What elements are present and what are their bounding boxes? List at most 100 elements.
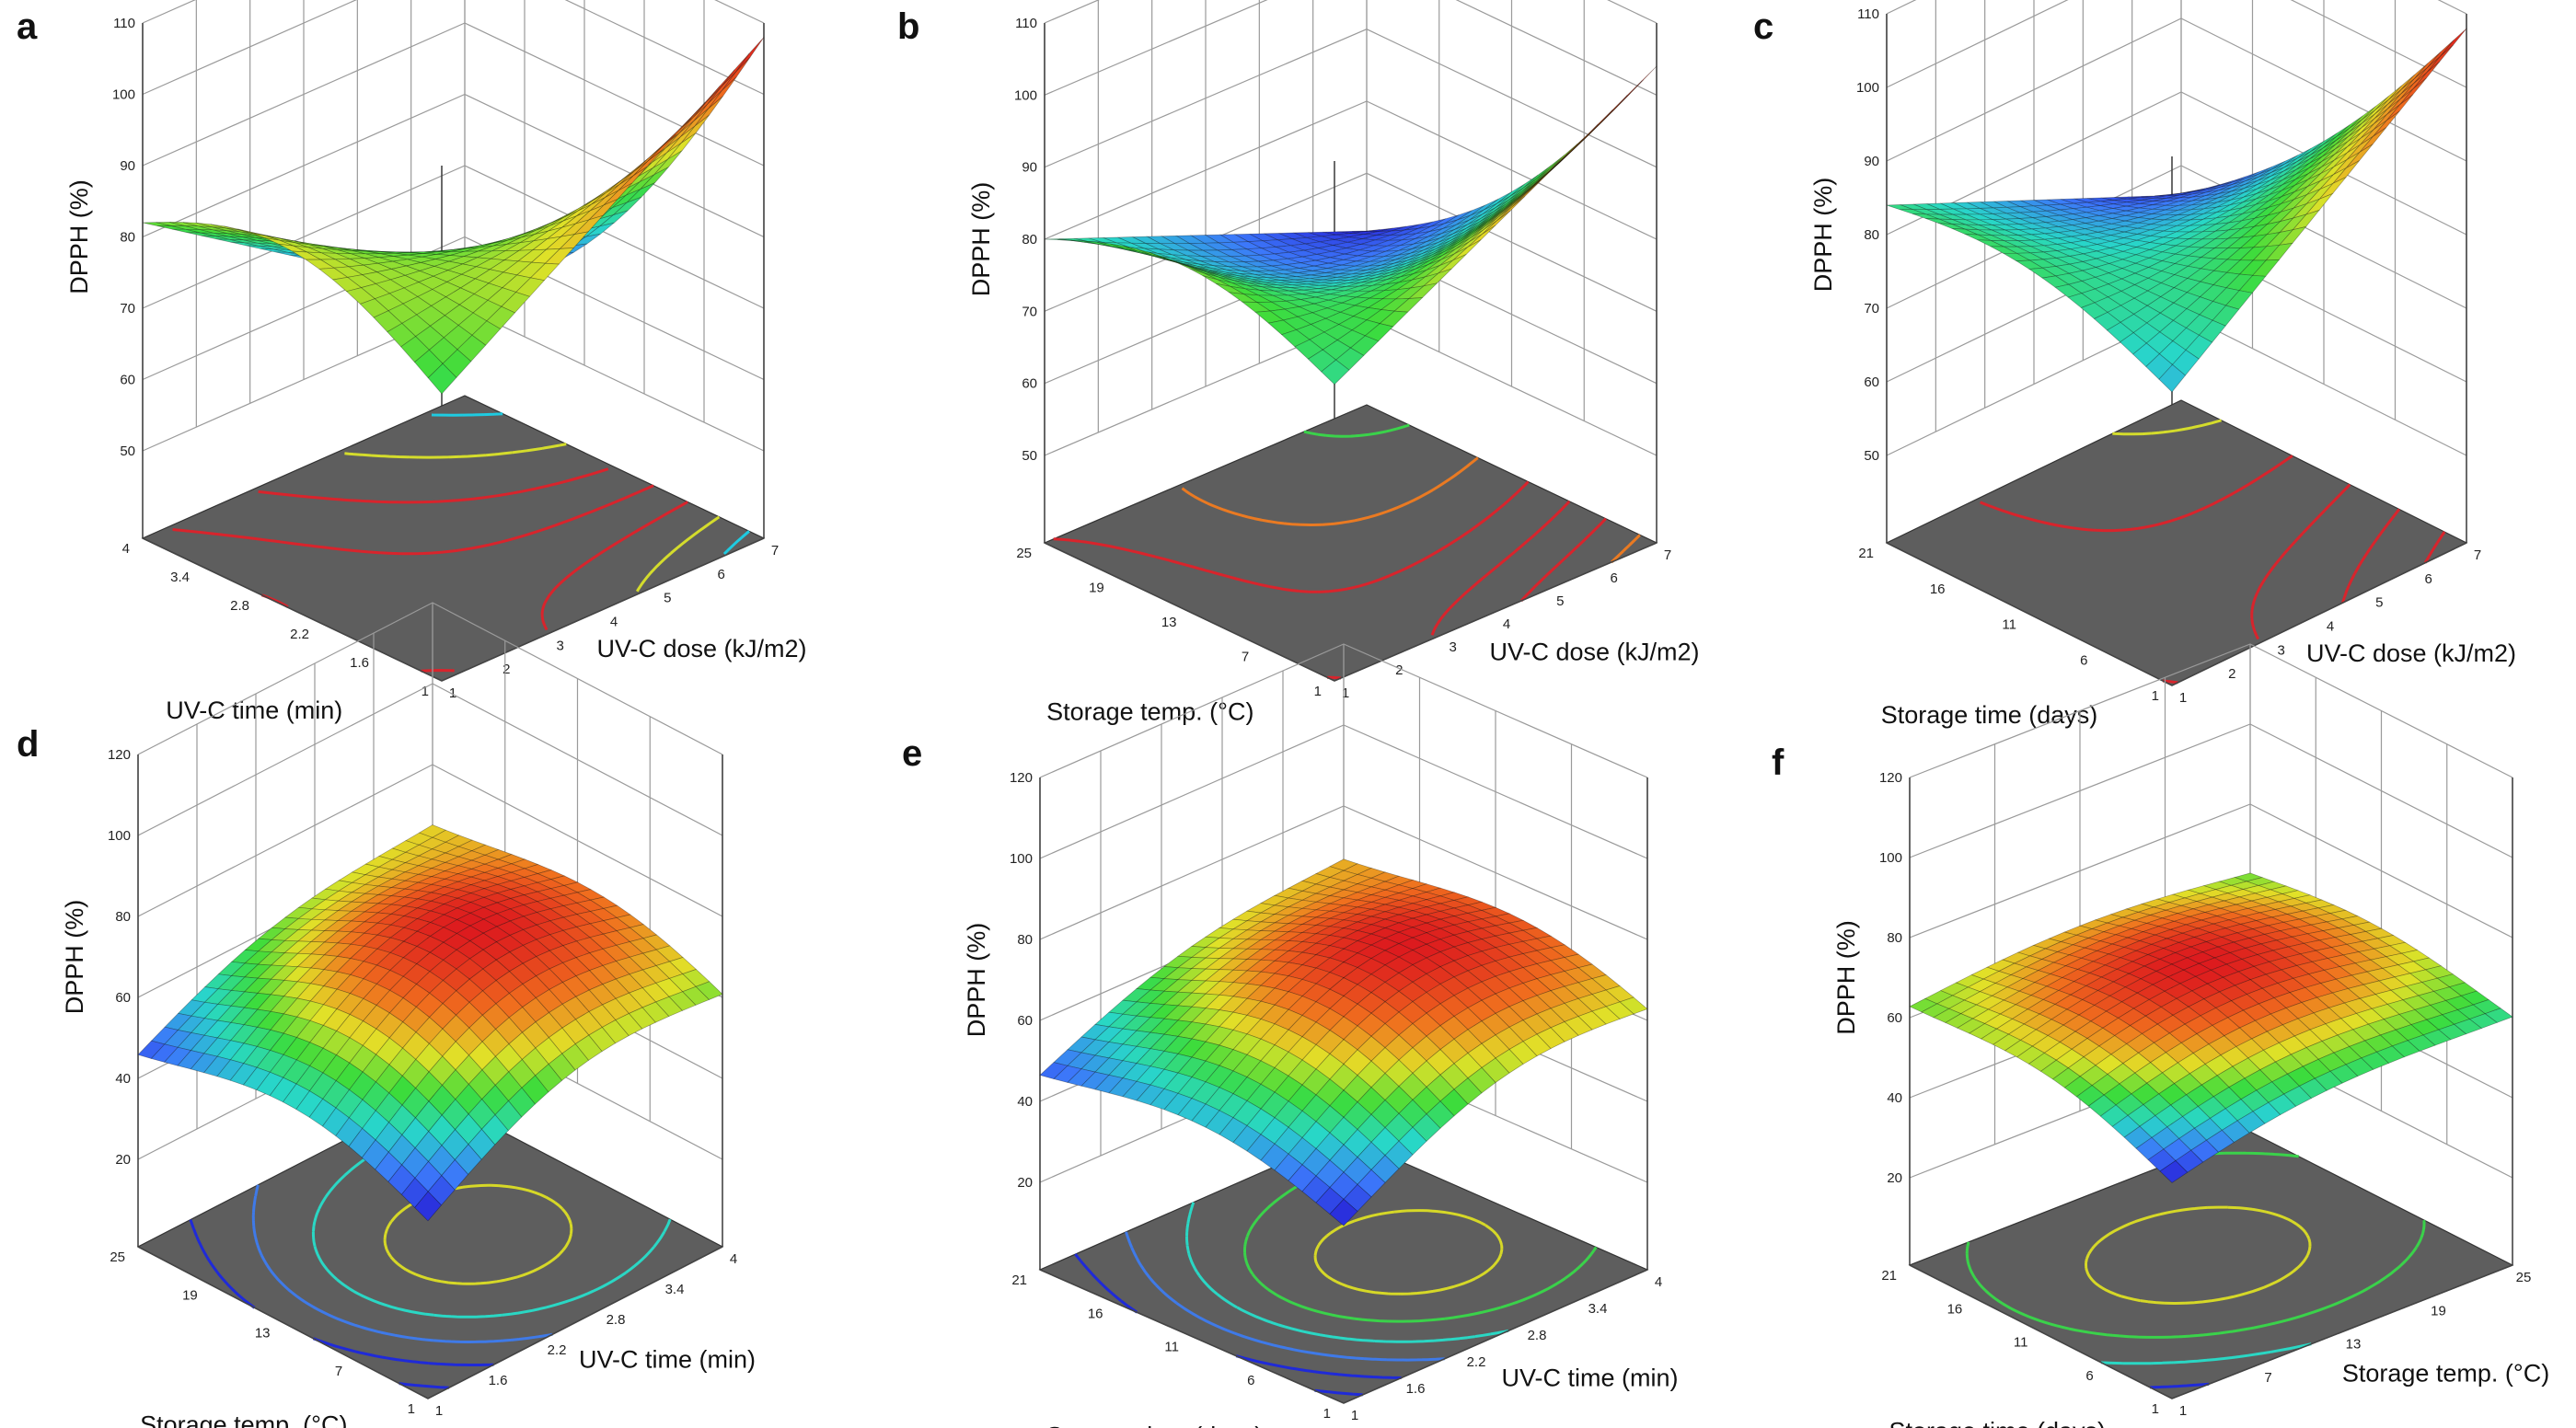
surface-cell [666, 125, 696, 154]
surface-cell [2145, 331, 2174, 355]
surface-cell [544, 248, 575, 265]
x-tick-label: 6 [2424, 571, 2432, 587]
surface-cell [1267, 319, 1298, 336]
z-tick-label: 80 [1022, 232, 1037, 248]
surface-cell [142, 222, 171, 226]
surface-cell [409, 251, 438, 254]
surface-cell [2215, 213, 2243, 225]
y-tick-label: 16 [1947, 1301, 1963, 1317]
surface-cell [1358, 245, 1388, 252]
y-axis-label: Storage time (days) [1046, 1422, 1264, 1428]
z-tick-label: 80 [120, 230, 135, 246]
surface-cell [641, 965, 670, 984]
z-tick-label: 100 [1856, 80, 1879, 96]
surface-cell [471, 320, 502, 346]
z-tick-label: 60 [120, 373, 135, 388]
z-tick-label: 100 [112, 87, 135, 103]
z-tick-label: 40 [1887, 1090, 1902, 1106]
surface-cell [1224, 271, 1253, 278]
z-tick-label: 110 [1015, 16, 1037, 31]
surface-cell [1422, 268, 1452, 287]
surface-cell [2153, 194, 2180, 199]
surface-cell [2005, 218, 2033, 225]
surface-cell [2004, 229, 2032, 236]
surface-cell [430, 878, 459, 888]
surface-cell [1303, 288, 1332, 293]
surface-cell [1261, 247, 1289, 255]
panel-letter: b [897, 6, 919, 47]
z-tick-label: 100 [1010, 851, 1033, 867]
x-tick-label: 4 [610, 615, 618, 630]
surface-cell [2139, 208, 2166, 214]
surface-cell [243, 993, 272, 1010]
x-tick-label: 4 [1503, 616, 1510, 632]
floor-contour-line [189, 1219, 494, 1366]
x-tick-label: 2.2 [548, 1342, 567, 1358]
y-tick-label: 6 [2080, 652, 2087, 668]
y-tick-label: 1 [2152, 688, 2159, 704]
surface-cell [295, 1019, 324, 1043]
x-tick-label: 5 [664, 591, 671, 606]
x-tick-label: 1 [2179, 1403, 2187, 1419]
surface-cell [418, 848, 446, 860]
surface-cell [229, 1063, 258, 1086]
surface-cell [377, 858, 407, 870]
wall-gridline [1886, 17, 2467, 162]
surface-cell [2126, 200, 2154, 204]
surface-cell [2046, 209, 2074, 216]
surface-cell [1328, 259, 1357, 266]
surface-cell [156, 222, 185, 226]
surface-cell [1331, 285, 1360, 292]
surface-cell [2179, 191, 2206, 199]
x-axis-label: UV-C dose (kJ/m2) [1489, 639, 1699, 666]
surface-cell [1397, 276, 1426, 291]
surface-cell [1938, 223, 1966, 230]
z-tick-label: 50 [120, 443, 135, 459]
wall-gridline [1044, 0, 1658, 96]
surface-cell [691, 86, 721, 118]
z-axis-label: DPPH (%) [967, 182, 995, 297]
surface-cell [336, 1014, 364, 1039]
surface-cell [2097, 240, 2124, 248]
x-tick-label: 25 [2516, 1270, 2532, 1285]
surface-cell [1170, 257, 1199, 265]
z-axis-ticks: 50 60 70 80 90 100 110 [112, 16, 135, 459]
surface-cell [2134, 267, 2163, 279]
surface-cell [2189, 217, 2217, 226]
surface-cell [2158, 340, 2187, 365]
z-tick-label: 80 [1017, 932, 1033, 948]
surface-cell [2080, 302, 2108, 319]
surface-cell [309, 243, 339, 248]
surface-cell [1368, 259, 1396, 267]
z-tick-label: 80 [1864, 227, 1879, 243]
surface-cell [2110, 231, 2138, 238]
surface-cell [2177, 218, 2204, 226]
surface-cell [1309, 331, 1338, 351]
surface-cell [1212, 265, 1242, 271]
surface-cell [1057, 239, 1086, 243]
surface-cell [436, 250, 466, 256]
x-tick-label: 2.8 [1528, 1328, 1547, 1343]
surface-cell [1070, 239, 1099, 245]
surface-cell [183, 222, 213, 227]
surface-cell [2085, 215, 2113, 222]
z-tick-label: 50 [1864, 448, 1879, 464]
surface-cell [1203, 242, 1233, 251]
surface-cell [2153, 201, 2179, 206]
surface-cell [1208, 271, 1237, 278]
response-surface [1886, 28, 2467, 393]
x-tick-label: 2 [1395, 662, 1403, 678]
x-tick-label: 3.4 [1588, 1301, 1608, 1317]
surface-cell [2187, 257, 2215, 270]
surface-cell [429, 914, 458, 928]
z-tick-label: 60 [1017, 1013, 1033, 1029]
surface-cell [389, 905, 419, 916]
surface-cell [1926, 202, 1954, 210]
y-tick-label: 25 [1016, 546, 1032, 561]
y-axis-ticks: 1 7 13 19 25 [1016, 546, 1322, 699]
surface-cell [2073, 212, 2099, 218]
surface-cell [2111, 215, 2139, 222]
response-surface [137, 824, 723, 1222]
floor-front-edge [142, 537, 765, 682]
